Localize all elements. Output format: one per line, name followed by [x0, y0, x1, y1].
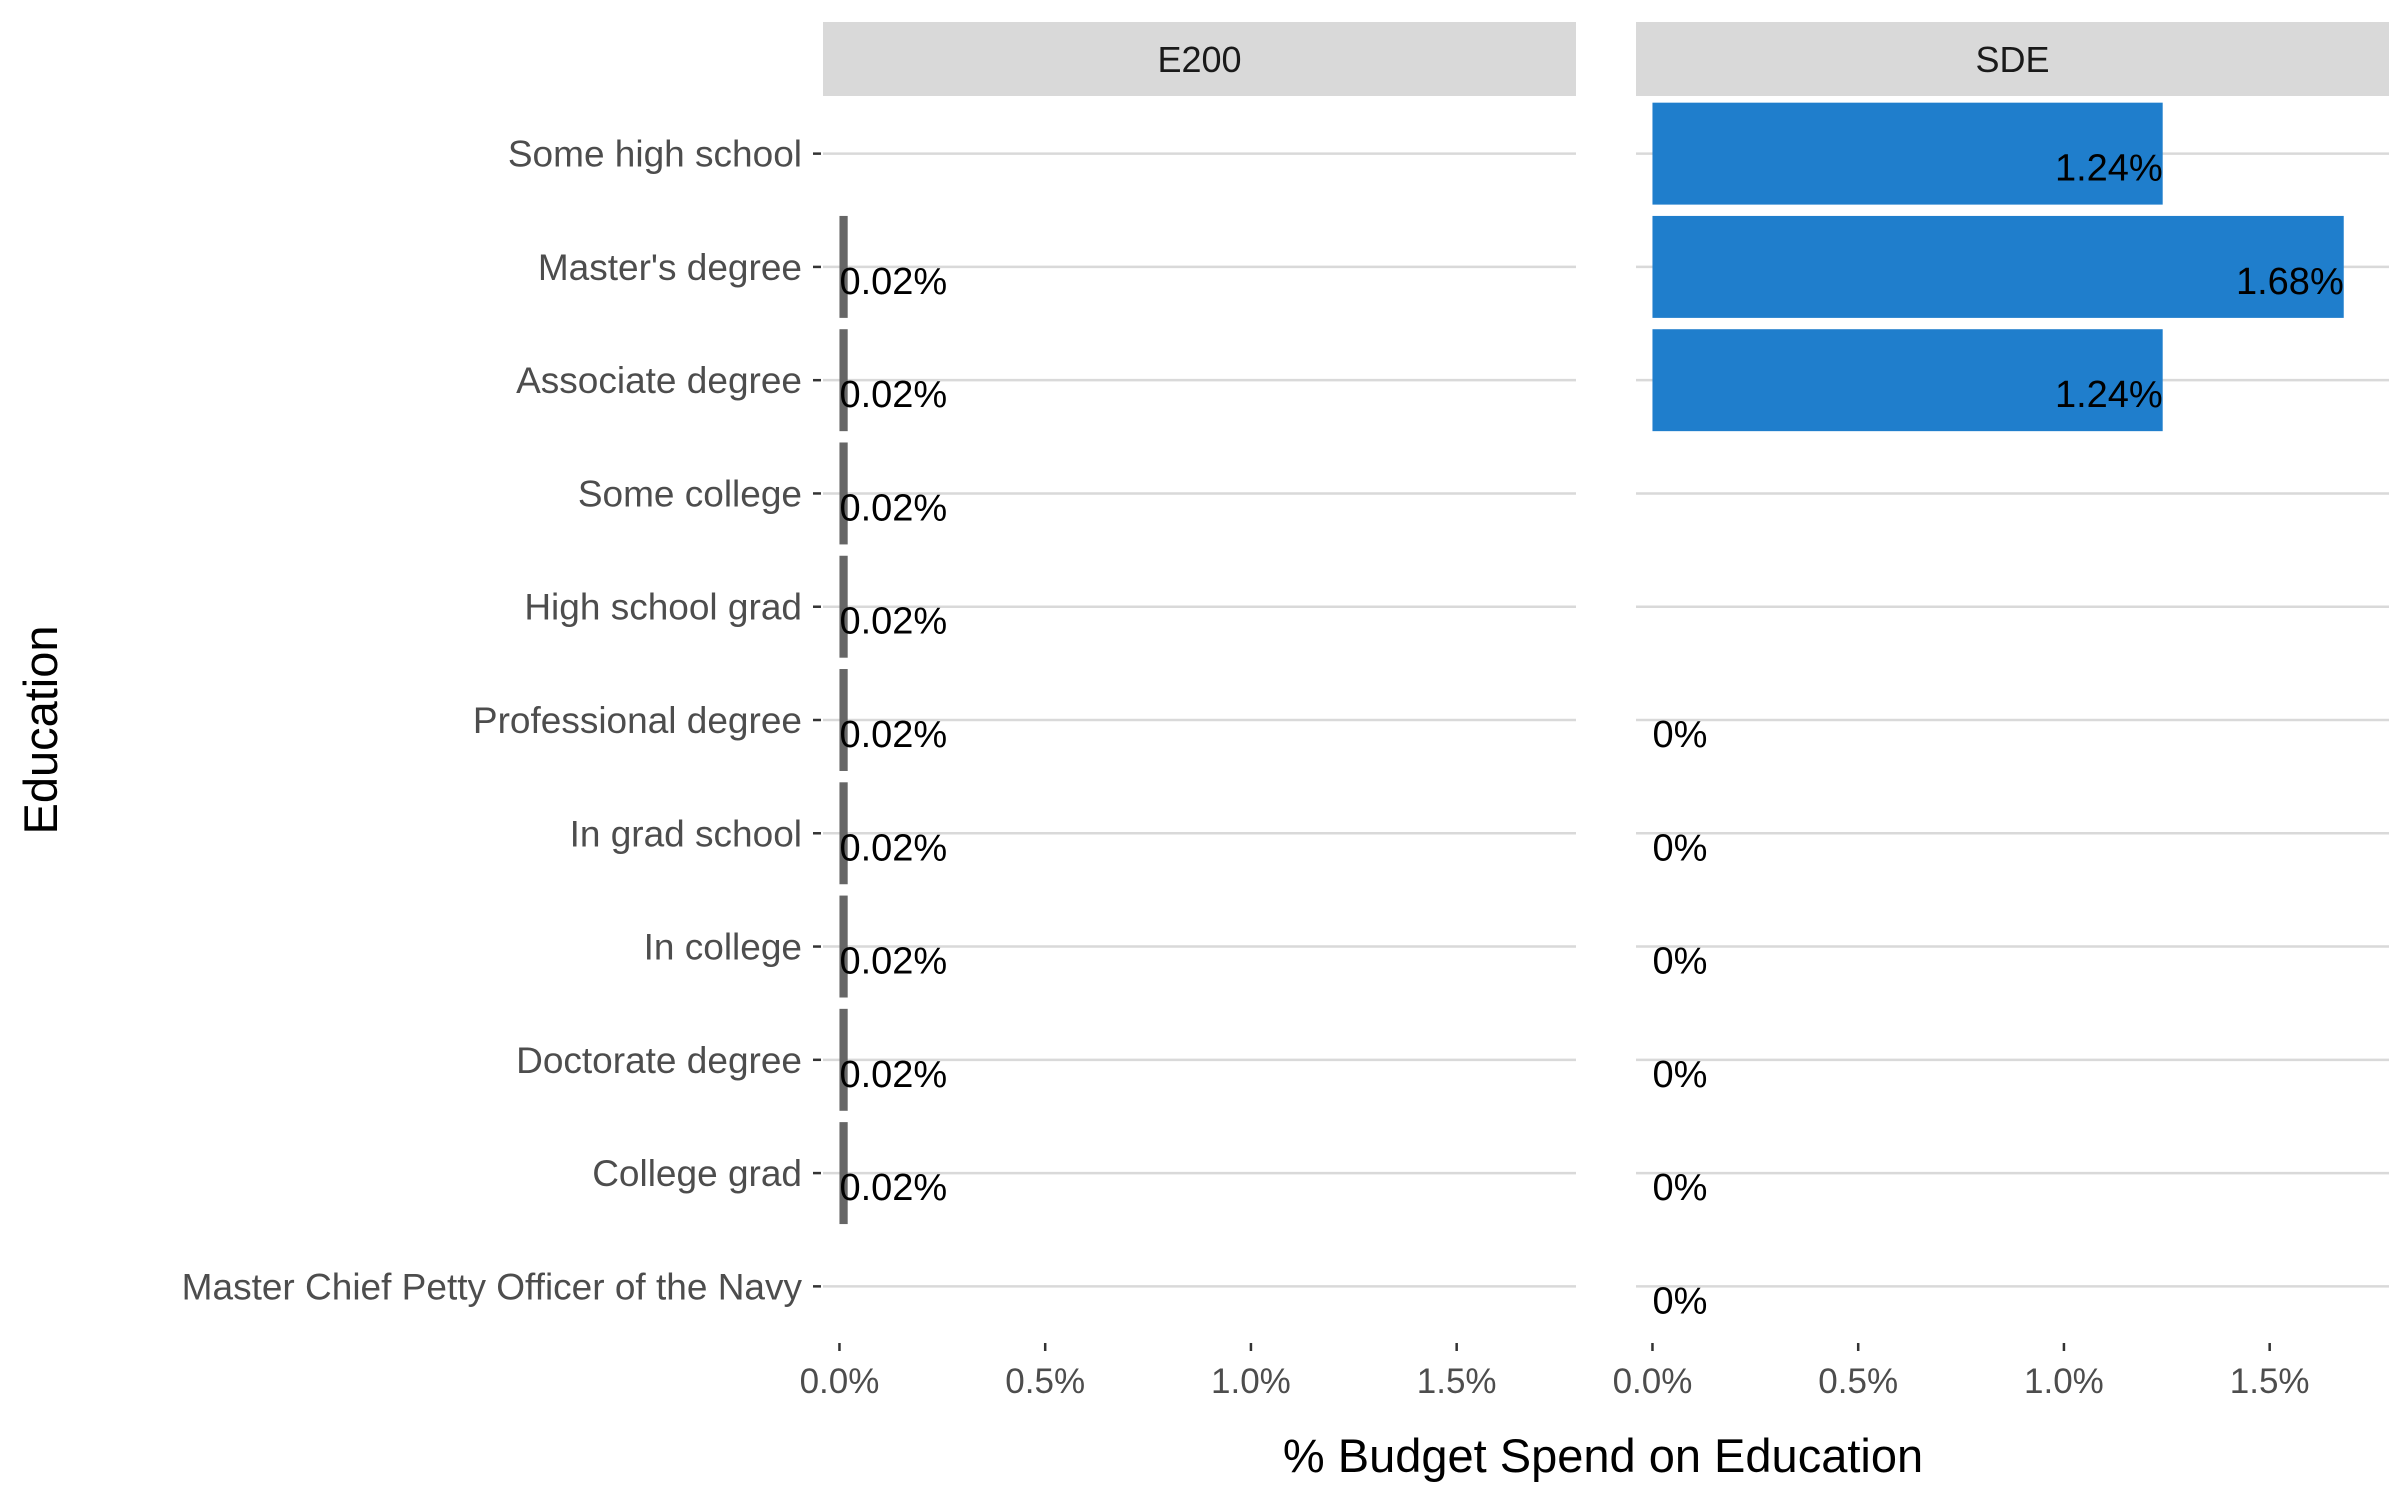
bar-sde — [1652, 215, 2344, 318]
data-label-e200: 0.02% — [839, 714, 947, 756]
y-category-label: Master's degree — [538, 247, 802, 288]
data-label-sde: 1.24% — [2055, 148, 2163, 190]
x-tick-label-e200: 0.5% — [1005, 1362, 1085, 1401]
y-category-label: In grad school — [570, 813, 802, 854]
x-tick-label-sde: 0.5% — [1818, 1362, 1898, 1401]
y-category-label: In college — [644, 927, 802, 968]
data-label-sde: 0% — [1652, 1054, 1707, 1096]
data-label-sde: 0% — [1652, 714, 1707, 756]
y-category-label: Doctorate degree — [516, 1040, 802, 1081]
x-tick-label-e200: 1.5% — [1417, 1362, 1497, 1401]
x-tick-label-e200: 0.0% — [800, 1362, 880, 1401]
data-label-e200: 0.02% — [839, 261, 947, 303]
bar-e200 — [839, 895, 848, 998]
facet-strip-sde — [1636, 22, 2389, 96]
y-category-label: College grad — [592, 1153, 802, 1194]
bar-e200 — [839, 669, 848, 771]
facet-strip-label-e200: E200 — [1157, 39, 1241, 80]
data-label-sde: 1.68% — [2236, 261, 2344, 303]
data-label-sde: 0% — [1652, 1167, 1707, 1209]
bar-sde — [1652, 329, 2163, 432]
y-category-label: Master Chief Petty Officer of the Navy — [182, 1266, 803, 1307]
data-label-e200: 0.02% — [839, 601, 947, 643]
data-label-sde: 0% — [1652, 941, 1707, 983]
y-category-label: Associate degree — [516, 360, 802, 401]
facet-strip-e200 — [823, 22, 1576, 96]
x-tick-label-sde: 1.5% — [2230, 1362, 2310, 1401]
y-category-label: Some college — [578, 473, 802, 514]
y-category-label: High school grad — [524, 587, 802, 628]
data-label-e200: 0.02% — [839, 941, 947, 983]
bar-e200 — [839, 442, 848, 545]
data-label-e200: 0.02% — [839, 827, 947, 869]
y-category-label: Some high school — [508, 134, 802, 175]
data-label-e200: 0.02% — [839, 1054, 947, 1096]
x-axis-title: % Budget Spend on Education — [1283, 1429, 1923, 1482]
bar-sde — [1652, 102, 2163, 205]
x-tick-label-sde: 0.0% — [1613, 1362, 1693, 1401]
y-axis-title: Education — [14, 625, 67, 834]
bar-e200 — [839, 1122, 848, 1225]
bar-e200 — [839, 329, 848, 432]
facet-strip-label-sde: SDE — [1975, 39, 2049, 80]
data-label-sde: 1.24% — [2055, 374, 2163, 416]
x-tick-label-e200: 1.0% — [1211, 1362, 1291, 1401]
data-label-e200: 0.02% — [839, 487, 947, 529]
data-label-e200: 0.02% — [839, 1167, 947, 1209]
bar-e200 — [839, 1008, 848, 1111]
x-tick-label-sde: 1.0% — [2024, 1362, 2104, 1401]
y-category-label: Professional degree — [473, 700, 802, 741]
data-label-sde: 0% — [1652, 827, 1707, 869]
bar-e200 — [839, 555, 848, 658]
bar-e200 — [839, 782, 848, 885]
data-label-sde: 0% — [1652, 1280, 1707, 1322]
data-label-e200: 0.02% — [839, 374, 947, 416]
bar-e200 — [839, 215, 848, 318]
